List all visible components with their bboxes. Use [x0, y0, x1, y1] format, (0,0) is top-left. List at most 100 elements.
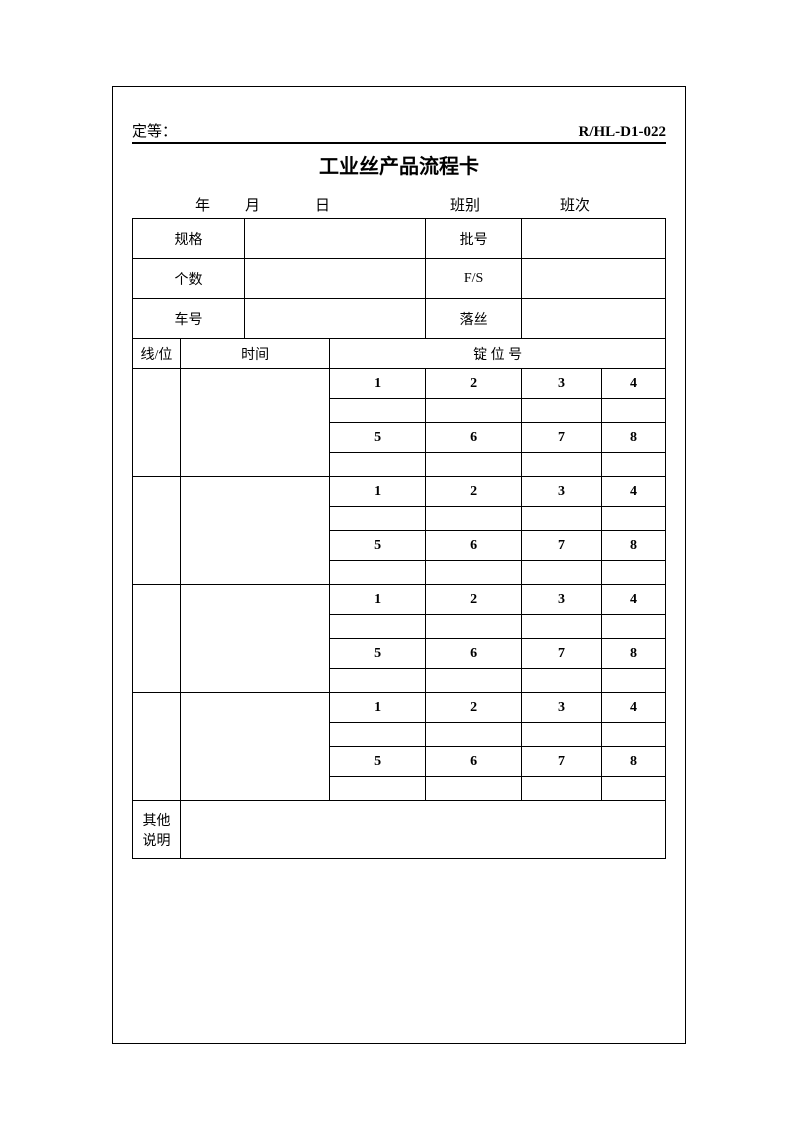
spindle-val [426, 669, 522, 693]
spindle-num: 6 [426, 747, 522, 777]
page-title: 工业丝产品流程卡 [132, 150, 666, 179]
section-header-row: 线/位 时间 锭 位 号 [133, 339, 666, 369]
spindle-val [522, 615, 602, 639]
fs-value [522, 259, 666, 299]
spindle-val [522, 507, 602, 531]
spindle-val [602, 507, 666, 531]
spindle-num: 8 [602, 423, 666, 453]
other-row: 其他 说明 [133, 801, 666, 859]
line-pos-cell [133, 693, 181, 801]
spindle-num: 8 [602, 531, 666, 561]
line-pos-label: 线/位 [133, 339, 181, 369]
spindle-val [602, 561, 666, 585]
header-row: 定等： R/HL-D1-022 [132, 120, 666, 141]
drop-value [522, 299, 666, 339]
shift-no-label: 班次 [480, 194, 590, 215]
spindle-num: 5 [330, 639, 426, 669]
batch-value [522, 219, 666, 259]
spindle-val [426, 453, 522, 477]
main-table: 规格 批号 个数 F/S 车号 落丝 线/位 时间 锭 位 号 1 2 3 4 … [132, 218, 666, 859]
time-cell [180, 477, 329, 585]
spindle-val [522, 561, 602, 585]
spindle-num: 1 [330, 693, 426, 723]
spindle-val [602, 615, 666, 639]
header-rule [132, 142, 666, 144]
info-row: 规格 批号 [133, 219, 666, 259]
info-row: 车号 落丝 [133, 299, 666, 339]
spindle-num: 1 [330, 585, 426, 615]
document-code: R/HL-D1-022 [579, 124, 667, 141]
header-left-label: 定等： [132, 120, 177, 141]
spindle-val [522, 669, 602, 693]
spindle-num: 6 [426, 639, 522, 669]
month-label: 月 [210, 194, 260, 215]
spindle-val [602, 399, 666, 423]
year-label: 年 [150, 194, 210, 215]
spindle-num-row: 1 2 3 4 [133, 369, 666, 399]
fs-label: F/S [426, 259, 522, 299]
spindle-num: 3 [522, 585, 602, 615]
shift-type-label: 班别 [330, 194, 480, 215]
spindle-val [330, 669, 426, 693]
spindle-num: 6 [426, 531, 522, 561]
spindle-val [522, 399, 602, 423]
spindle-val [330, 453, 426, 477]
car-label: 车号 [133, 299, 245, 339]
spindle-num: 7 [522, 423, 602, 453]
count-label: 个数 [133, 259, 245, 299]
other-label: 其他 说明 [133, 801, 181, 859]
time-cell [180, 693, 329, 801]
spindle-val [602, 723, 666, 747]
spindle-val [426, 615, 522, 639]
spindle-num: 4 [602, 693, 666, 723]
spindle-num: 7 [522, 639, 602, 669]
spindle-num: 2 [426, 693, 522, 723]
spindle-num: 1 [330, 477, 426, 507]
spindle-val [330, 723, 426, 747]
spindle-val [330, 615, 426, 639]
spindle-num: 3 [522, 477, 602, 507]
spindle-val [330, 777, 426, 801]
time-label: 时间 [180, 339, 329, 369]
spindle-val [426, 777, 522, 801]
spec-value [244, 219, 425, 259]
spindle-val [330, 561, 426, 585]
spindle-val [426, 399, 522, 423]
spindle-label: 锭 位 号 [330, 339, 666, 369]
spindle-num-row: 1 2 3 4 [133, 693, 666, 723]
spindle-num: 6 [426, 423, 522, 453]
spindle-val [602, 669, 666, 693]
spindle-val [522, 453, 602, 477]
spindle-val [602, 453, 666, 477]
spindle-val [426, 561, 522, 585]
spindle-val [602, 777, 666, 801]
spindle-num-row: 1 2 3 4 [133, 477, 666, 507]
line-pos-cell [133, 585, 181, 693]
spindle-num: 4 [602, 369, 666, 399]
spindle-num: 2 [426, 585, 522, 615]
spindle-num: 7 [522, 747, 602, 777]
spindle-num: 1 [330, 369, 426, 399]
drop-label: 落丝 [426, 299, 522, 339]
spindle-num: 7 [522, 531, 602, 561]
spindle-num: 3 [522, 369, 602, 399]
spindle-num: 5 [330, 423, 426, 453]
time-cell [180, 585, 329, 693]
spindle-val [330, 507, 426, 531]
spindle-num: 2 [426, 477, 522, 507]
line-pos-cell [133, 369, 181, 477]
line-pos-cell [133, 477, 181, 585]
info-row: 个数 F/S [133, 259, 666, 299]
day-label: 日 [260, 194, 330, 215]
count-value [244, 259, 425, 299]
spindle-val [522, 723, 602, 747]
spindle-num: 8 [602, 639, 666, 669]
car-value [244, 299, 425, 339]
spindle-num: 2 [426, 369, 522, 399]
spindle-val [522, 777, 602, 801]
spindle-num: 4 [602, 585, 666, 615]
spindle-val [426, 723, 522, 747]
spindle-val [426, 507, 522, 531]
time-cell [180, 369, 329, 477]
spindle-num: 3 [522, 693, 602, 723]
